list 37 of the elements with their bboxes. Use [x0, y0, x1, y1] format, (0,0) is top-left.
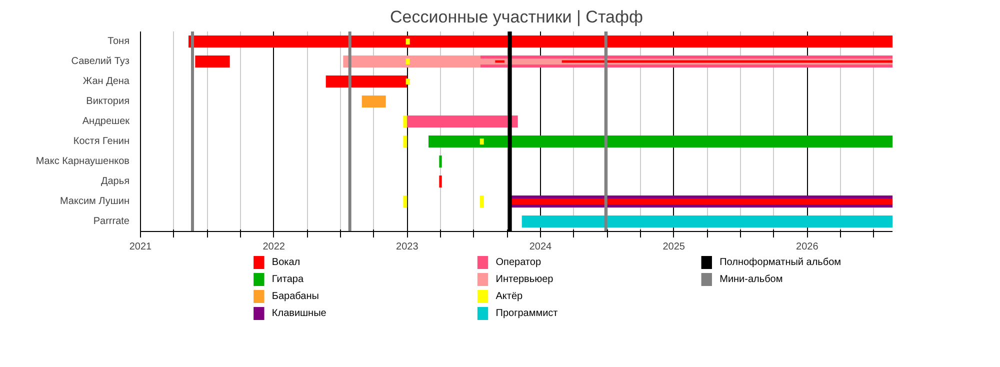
x-tick-label: 2022: [262, 242, 286, 252]
legend-label: Интервьюер: [496, 274, 554, 285]
y-tick-label: Виктория: [86, 96, 130, 107]
bar: [428, 136, 892, 148]
bar: [362, 96, 386, 108]
x-tick-label: 2021: [129, 242, 152, 252]
x-tick-label: 2025: [662, 242, 686, 252]
y-tick-label: Андрешек: [82, 116, 130, 127]
bar: [407, 116, 518, 128]
bar: [188, 36, 892, 48]
bar: [510, 198, 892, 204]
chart-title: Сессионные участники | Стафф: [390, 8, 643, 26]
legend-label: Вокал: [272, 257, 300, 268]
bar: [326, 76, 408, 88]
legend-label: Клавишные: [272, 308, 327, 319]
legend-label: Барабаны: [272, 291, 319, 302]
y-tick-label: Макс Карнаушенков: [36, 156, 130, 167]
x-tick-label: 2026: [796, 242, 819, 252]
legend-label: Актёр: [496, 291, 524, 302]
x-tick-label: 2024: [529, 242, 552, 252]
bar: [439, 156, 442, 168]
y-tick-label: Дарья: [100, 176, 130, 187]
legend-label: Мини-альбом: [720, 274, 783, 285]
legend-label: Программист: [496, 308, 558, 319]
y-tick-label: Максим Лушин: [60, 196, 130, 207]
y-tick-label: Костя Генин: [73, 136, 130, 147]
x-tick-label: 2023: [396, 242, 419, 252]
y-tick-label: Parrrate: [93, 216, 130, 227]
y-tick-label: Тоня: [108, 36, 130, 47]
y-tick-label: Жан Дена: [82, 76, 130, 87]
legend-label: Оператор: [496, 257, 542, 268]
legend-label: Полноформатный альбом: [720, 257, 842, 268]
legend-label: Гитара: [272, 274, 304, 285]
bar: [195, 56, 230, 68]
bar: [439, 176, 442, 188]
bar: [522, 216, 892, 228]
y-tick-label: Савелий Туз: [71, 56, 130, 67]
